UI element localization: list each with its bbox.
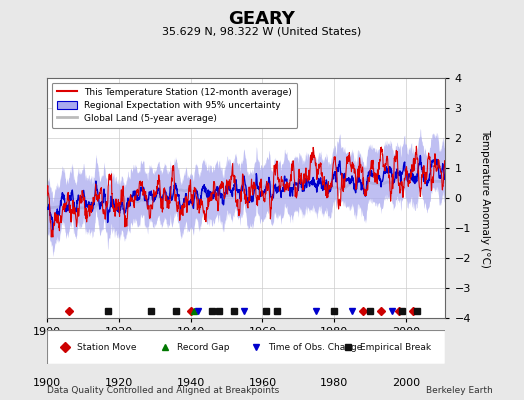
FancyBboxPatch shape [47, 330, 445, 364]
Text: 2000: 2000 [392, 378, 420, 388]
Text: Data Quality Controlled and Aligned at Breakpoints: Data Quality Controlled and Aligned at B… [47, 386, 279, 395]
Text: 1900: 1900 [33, 378, 61, 388]
Text: Record Gap: Record Gap [177, 342, 229, 352]
Text: Time of Obs. Change: Time of Obs. Change [268, 342, 363, 352]
Text: 35.629 N, 98.322 W (United States): 35.629 N, 98.322 W (United States) [162, 26, 362, 36]
Legend: This Temperature Station (12-month average), Regional Expectation with 95% uncer: This Temperature Station (12-month avera… [52, 82, 297, 128]
Text: Station Move: Station Move [77, 342, 137, 352]
Text: 1920: 1920 [105, 378, 133, 388]
Y-axis label: Temperature Anomaly (°C): Temperature Anomaly (°C) [481, 128, 490, 268]
Text: GEARY: GEARY [228, 10, 296, 28]
Text: Empirical Break: Empirical Break [360, 342, 431, 352]
Text: 1940: 1940 [177, 378, 205, 388]
Text: 1960: 1960 [248, 378, 277, 388]
Text: Berkeley Earth: Berkeley Earth [426, 386, 493, 395]
Text: 1980: 1980 [320, 378, 348, 388]
